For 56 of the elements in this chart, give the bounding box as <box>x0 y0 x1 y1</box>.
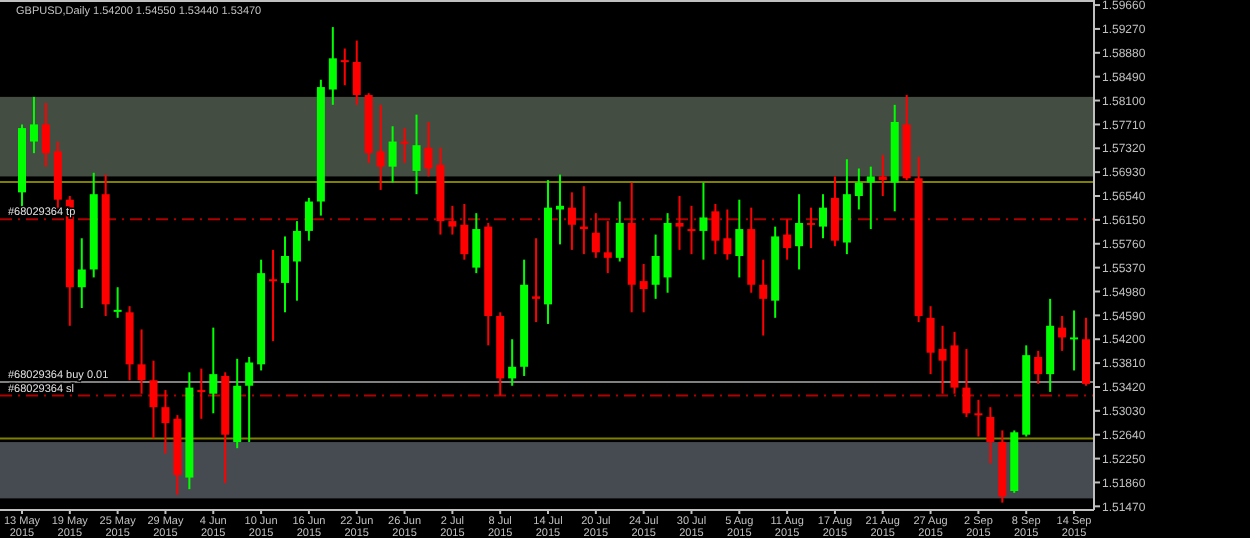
candlestick <box>269 248 278 343</box>
candlestick <box>304 196 313 242</box>
candlestick <box>340 47 349 87</box>
candlestick <box>795 193 804 271</box>
candlestick <box>711 202 720 256</box>
candlestick <box>735 198 744 279</box>
candlestick <box>699 181 708 261</box>
candlestick <box>639 262 648 314</box>
candlestick <box>532 237 541 324</box>
candlestick <box>591 212 600 259</box>
candlestick <box>472 212 481 275</box>
candlestick <box>759 258 768 337</box>
candlestick <box>292 220 301 302</box>
candlestick <box>830 175 839 248</box>
candlestick <box>1070 309 1079 372</box>
candlestick <box>974 398 983 438</box>
candlestick <box>962 348 971 418</box>
candlestick <box>388 125 397 184</box>
candlestick <box>567 191 576 251</box>
candlestick <box>878 154 887 198</box>
candlestick <box>508 338 517 387</box>
candlestick <box>651 233 660 300</box>
candlestick <box>328 26 337 106</box>
candlestick <box>615 200 624 263</box>
candlestick <box>161 389 170 455</box>
candlestick <box>29 95 38 155</box>
candlestick <box>448 204 457 236</box>
candlestick <box>818 193 827 240</box>
candlestick <box>41 101 50 168</box>
candlestick <box>376 103 385 191</box>
candlestick <box>460 202 469 261</box>
candlestick <box>926 305 935 376</box>
candlestick <box>723 208 732 261</box>
candlestick <box>424 120 433 178</box>
candlestick <box>807 206 816 250</box>
candlestick <box>1058 314 1067 352</box>
candlestick <box>113 286 122 319</box>
candlestick <box>137 328 146 395</box>
candlestick <box>245 355 254 444</box>
candlestick <box>77 237 86 310</box>
candlestick <box>197 367 206 420</box>
candlestick <box>400 127 409 164</box>
candlestick <box>412 113 421 196</box>
candlestick <box>675 195 684 251</box>
candlestick <box>281 235 290 314</box>
candlestick <box>986 406 995 465</box>
candlestick <box>783 218 792 261</box>
candlestick <box>603 220 612 275</box>
candlestick <box>149 359 158 440</box>
candlestick <box>352 39 361 106</box>
candlestick <box>854 167 863 211</box>
candlestick <box>209 326 218 415</box>
candlestick <box>687 204 696 256</box>
candlestick <box>1034 349 1043 385</box>
candlestick <box>1082 316 1090 387</box>
candlestick <box>866 165 875 231</box>
